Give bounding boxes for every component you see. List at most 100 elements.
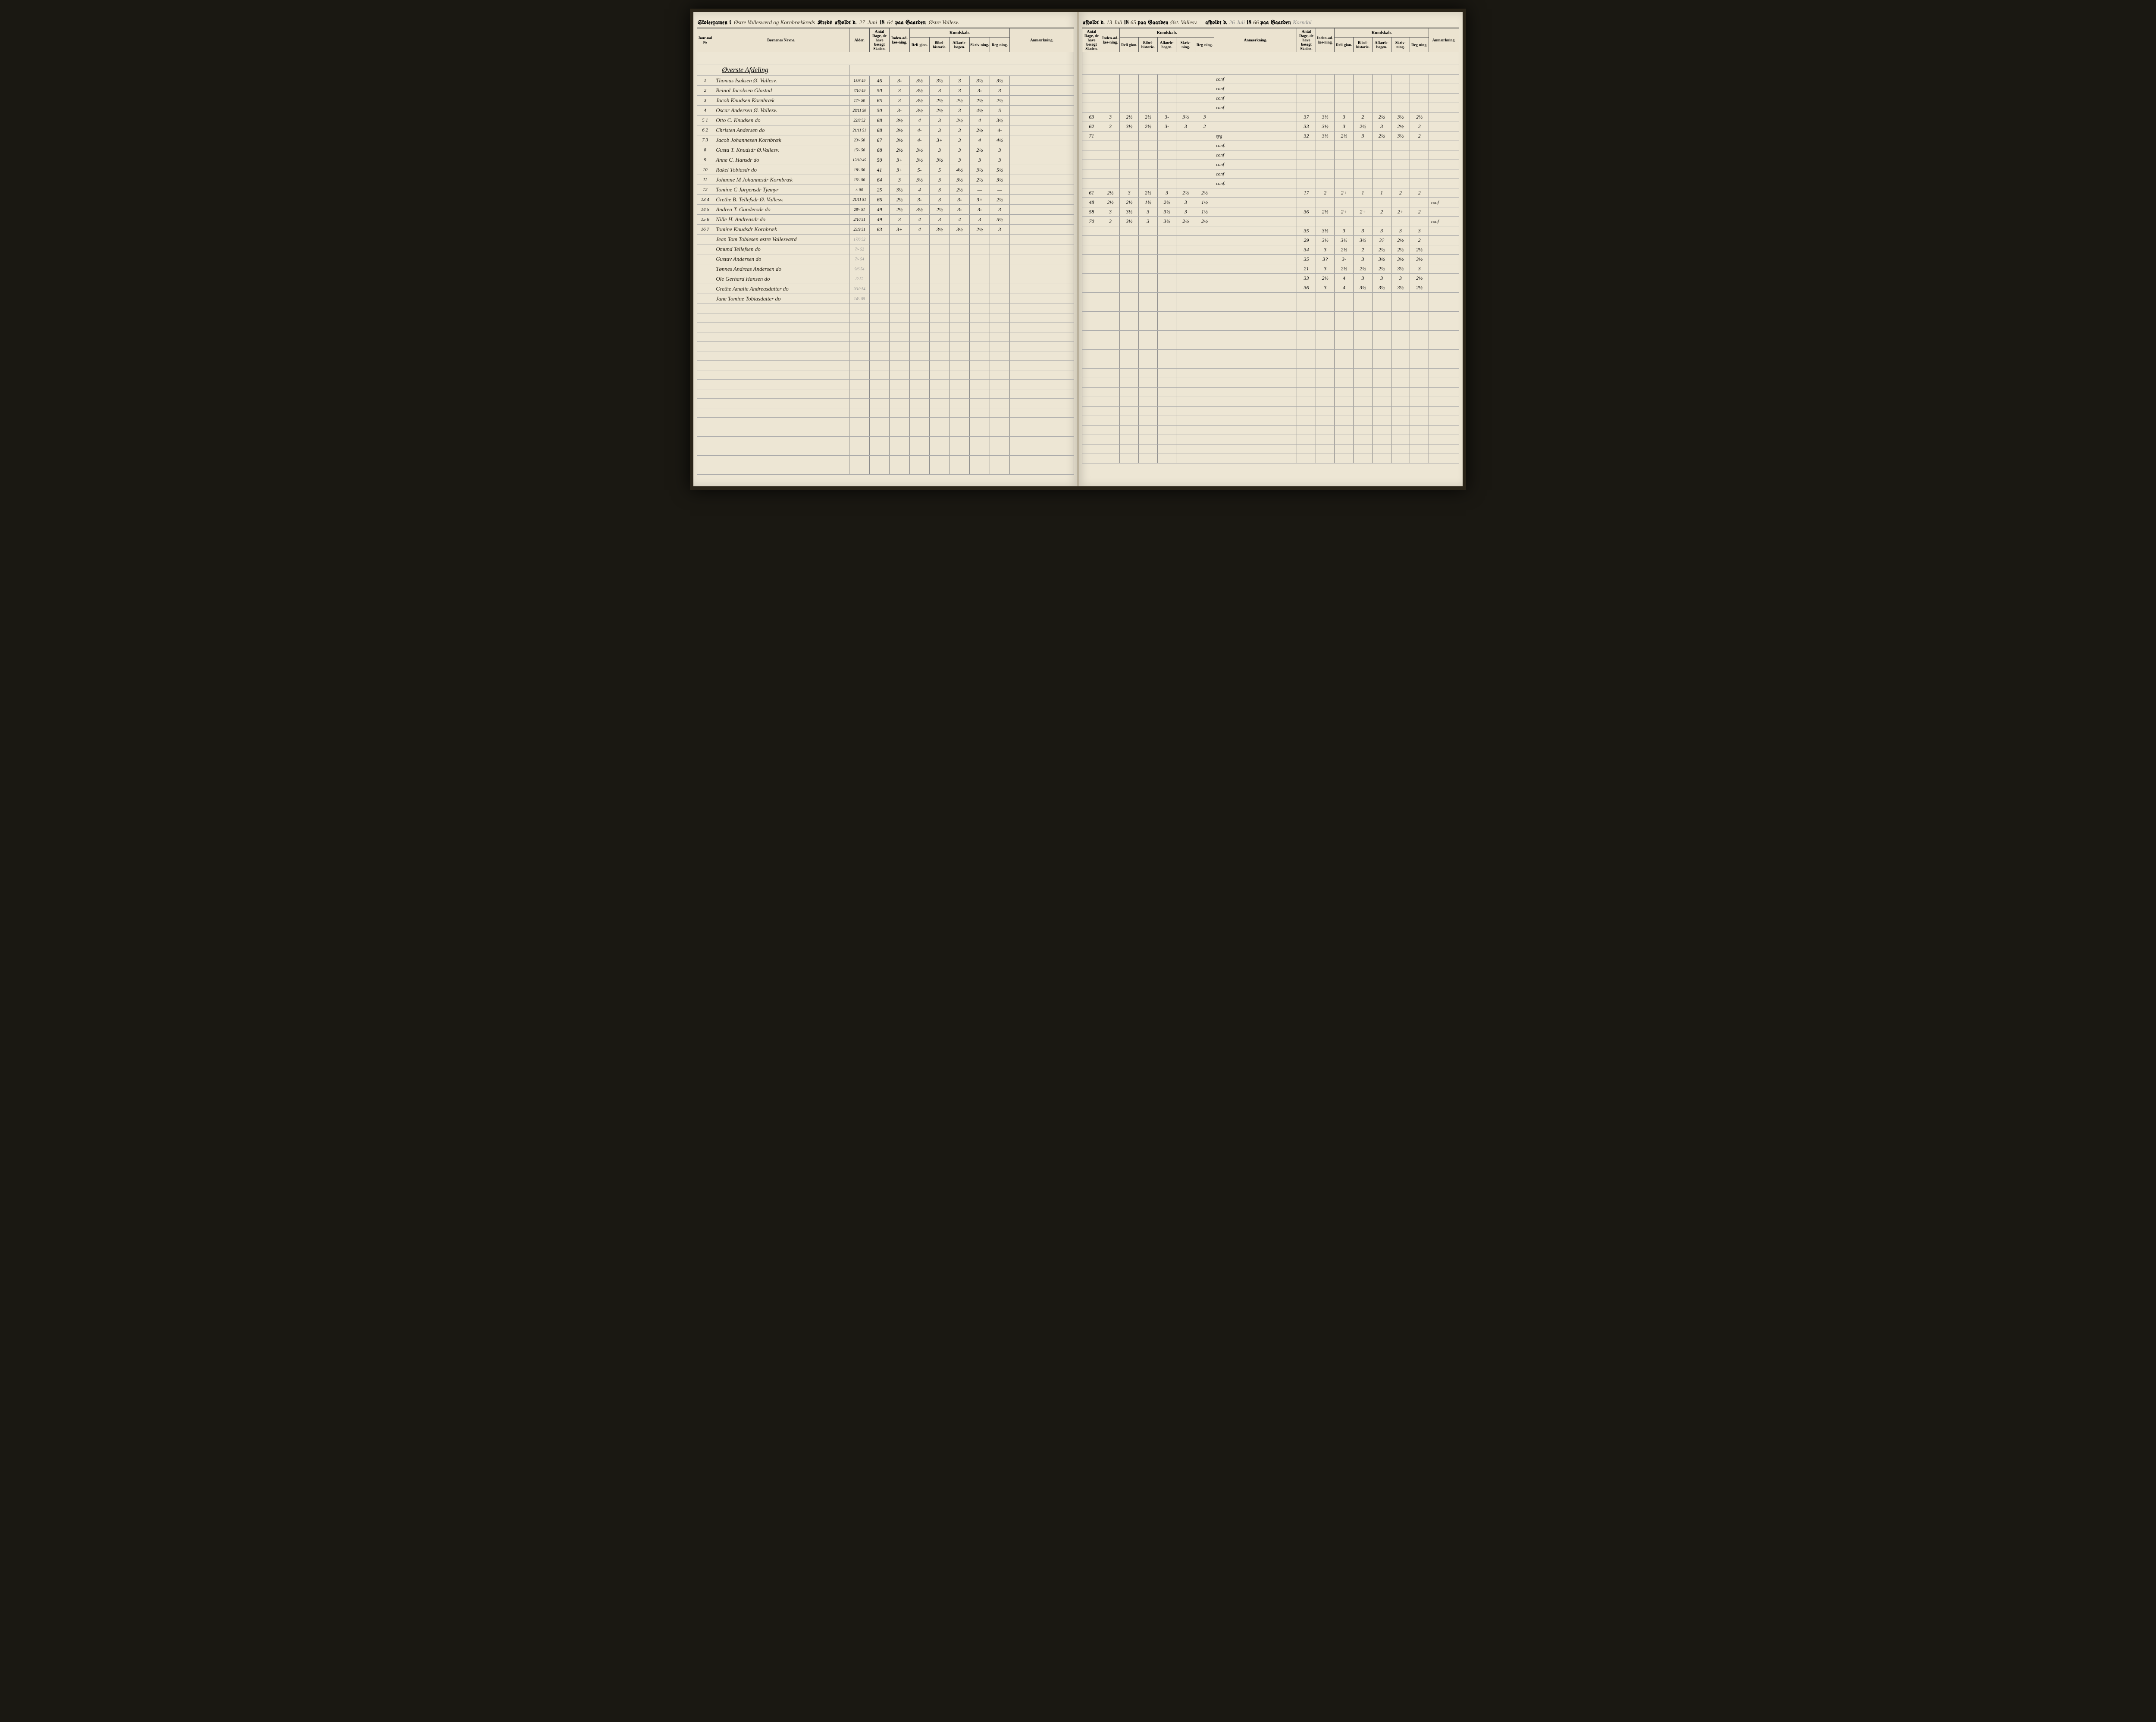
cell-journal: 4 [697,106,713,116]
col-skriv: Skriv-ning. [970,38,990,52]
cell-grade [950,235,969,244]
cell-note [1429,141,1459,150]
cell-grade [890,264,909,274]
cell-note [1214,122,1297,131]
r2-gaard: Korndal [1293,19,1311,26]
empty-row [1082,407,1459,416]
cell-dage [869,235,889,244]
r1-paa: paa Gaarden [1138,20,1169,26]
cell-grade: 2+ [1335,207,1354,217]
header-afholdt: afholdt d. [835,20,857,26]
cell-grade [909,254,929,264]
table-row: conf [1082,160,1459,169]
cell-grade [1120,160,1139,169]
cell-note: conf [1214,160,1297,169]
cell-grade [1195,226,1214,236]
cell-alder: 7/10 49 [849,86,869,96]
cell-grade [990,284,1009,294]
cell-grade [1120,84,1139,94]
cell-grade: 2½ [1139,122,1158,131]
cell-grade: 3- [950,195,969,205]
table-row: 13 4Grethe B. Tellefsdr Ø. Vallesv.21/11… [697,195,1074,205]
cell-grade [1410,198,1429,207]
cell-grade: 3 [950,125,969,135]
cell-grade [1176,274,1195,283]
cell-grade: 3 [1316,264,1335,274]
table-row: 36343½3½3½2½ [1082,283,1459,293]
cell-grade [909,294,929,304]
cell-grade: 3- [950,205,969,215]
cell-grade: 2½ [1354,264,1373,274]
cell-dage [1082,75,1101,84]
cell-note [1429,131,1459,141]
cell-dage: 25 [869,185,889,195]
cell-grade [1139,274,1158,283]
cell-grade [1195,75,1214,84]
cell-grade [930,254,950,264]
cell-grade: 3 [1176,122,1195,131]
r1-gaard: Øst. Vallesv. [1170,19,1198,26]
cell-grade: 3- [1157,122,1176,131]
cell-grade [1195,179,1214,188]
cell-grade [1101,236,1120,245]
empty-row [697,380,1074,389]
empty-row [1082,321,1459,331]
cell-grade: 3 [1372,274,1391,283]
cell-grade: 2½ [1335,131,1354,141]
cell-grade: 3½ [909,96,929,106]
cell-grade [1176,236,1195,245]
empty-row [1082,350,1459,359]
cell-note [1010,235,1074,244]
cell-grade [930,235,950,244]
cell-grade [1335,94,1354,103]
cell-grade: 2+ [1335,188,1354,198]
cell-grade [1101,141,1120,150]
cell-dage [1297,179,1316,188]
cell-name: Anne C. Hansdr do [713,155,849,165]
cell-name: Jacob Johannesen Kornbræk [713,135,849,145]
header-paa: paa Gaarden [896,20,926,26]
cell-note [1010,106,1074,116]
cell-dage [1297,198,1316,207]
cell-grade [1391,198,1410,207]
section-title-row: Øverste Afdeling [697,65,1074,76]
cell-grade [990,264,1009,274]
col-alder: Alder. [849,28,869,52]
empty-row [697,446,1074,456]
table-row: conf [1082,75,1459,84]
cell-grade: 2½ [1101,188,1120,198]
cell-grade [1195,245,1214,255]
cell-grade [1157,236,1176,245]
table-row: conf [1082,84,1459,94]
cell-grade: 3 [990,205,1009,215]
cell-name: Tomine C Jørgensdr Tjemyr [713,185,849,195]
cell-grade: 2½ [1372,131,1391,141]
cell-grade [1410,94,1429,103]
cell-grade: 3½ [909,155,929,165]
cell-dage [1082,255,1101,264]
cell-grade [1372,103,1391,113]
cell-grade [1195,274,1214,283]
cell-name: Gustav Andersen do [713,254,849,264]
cell-grade [1354,169,1373,179]
cell-grade: 3- [970,205,990,215]
r2-yp: 18 [1247,20,1251,26]
cell-grade [1101,179,1120,188]
cell-grade [990,244,1009,254]
cell-grade [1176,179,1195,188]
cell-grade: 3 [950,86,969,96]
cell-grade [1176,245,1195,255]
cell-grade: 2½ [1335,245,1354,255]
table-row: Jane Tomine Tobiasdatter do14/- 55 [697,294,1074,304]
cell-grade: 3½ [909,205,929,215]
col-navne: Børnenes Navne. [713,28,849,52]
cell-grade: 3 [1391,226,1410,236]
cell-grade: 2½ [970,175,990,185]
r1-year: 65 [1131,19,1136,26]
cell-grade [1176,141,1195,150]
cell-note [1214,217,1297,226]
cell-grade [1354,84,1373,94]
cell-grade [970,254,990,264]
cell-grade [1176,94,1195,103]
cell-grade: 3 [1410,226,1429,236]
